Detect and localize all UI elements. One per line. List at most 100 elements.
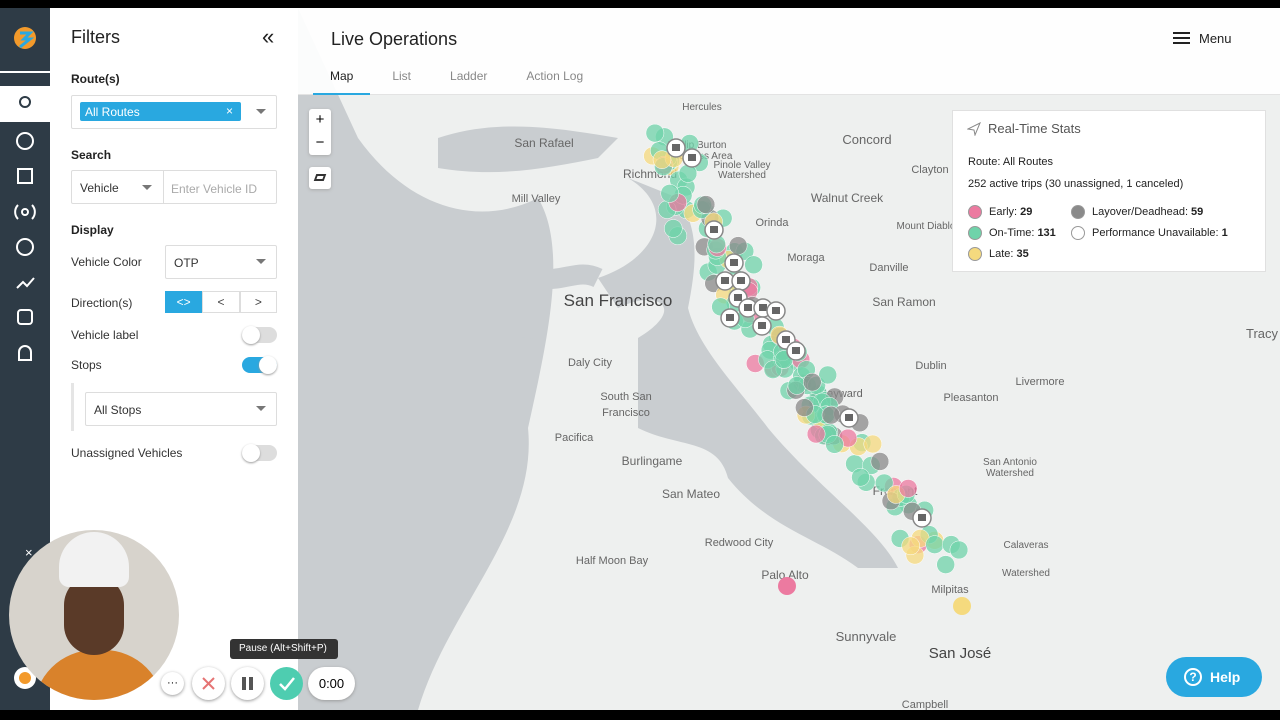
more-button[interactable]: ··· [161,672,184,695]
tab[interactable]: Action Log [526,69,584,83]
direction-button[interactable]: < [202,291,240,313]
tab[interactable]: Map [313,66,371,95]
vehicle [825,435,844,454]
pause-button[interactable] [231,667,264,700]
tab[interactable]: List [392,69,412,83]
map-label: Tracy [1246,326,1279,341]
tooltip: Pause (Alt+Shift+P) [230,639,338,659]
chip-text: All Routes [85,105,140,119]
search-type[interactable]: Vehicle [80,181,119,195]
map-label: Pinole Valley [713,160,770,171]
vehicle-group-icon [672,144,680,151]
legend-item: Early: 29 [968,205,1032,219]
stops-select[interactable]: All Stops [85,392,277,426]
menu-button[interactable]: Menu [1199,31,1232,46]
search-box[interactable]: Vehicle Enter Vehicle ID [71,170,277,204]
search-input[interactable]: Enter Vehicle ID [171,182,258,196]
zoom-in[interactable]: + [315,111,325,128]
display-label: Display [71,223,114,237]
collapse-button[interactable]: « [262,24,275,49]
vehicle-label-toggle[interactable] [242,326,277,344]
vehicle-group-icon [772,307,780,314]
help-icon: ? [1184,668,1202,686]
help-label: Help [1210,669,1241,685]
vehicle-group-icon [744,304,752,311]
map-label: San Rafael [514,136,573,150]
tabs: Map List Ladder Action Log [313,66,605,95]
vehicle-group-icon [758,322,766,329]
map-label: Watershed [986,468,1034,479]
map-label: Dublin [915,360,946,372]
stats-route: Route: All Routes [968,156,1053,168]
map-label: Calaveras [1003,540,1048,551]
vehicle-color-select[interactable]: OTP [165,245,277,279]
legend-item: Late: 35 [968,247,1029,261]
vehicle-group-icon [688,154,696,161]
legend-item: Performance Unavailable: 1 [1071,226,1228,240]
legend-value: 131 [1037,227,1056,239]
vehicle-group-icon [734,294,742,301]
vehicle [874,473,894,493]
map-label: San Antonio [983,457,1037,468]
map-label: Walnut Creek [811,191,884,205]
nav-icons [0,27,50,689]
vehicle [778,577,796,595]
direction-button[interactable]: <> [165,291,203,313]
route-select[interactable]: All Routes × [71,95,277,129]
direction-button[interactable]: > [239,291,277,313]
filters-title: Filters [71,27,120,47]
vehicle-color-label: Vehicle Color [71,255,142,269]
finish-button[interactable] [270,667,303,700]
vehicle [803,372,822,392]
stats-title: Real-Time Stats [988,121,1081,136]
vehicle-group-icon [845,414,853,421]
app: Filters « Route(s) All Routes × Search V… [0,8,1280,710]
vehicle-color-value: OTP [174,256,199,270]
vehicle-group-icon [792,347,800,354]
vehicle [936,555,955,574]
legend-dot [968,205,982,219]
legend-item: Layover/Deadhead: 59 [1071,205,1203,219]
help-button[interactable]: ? Help [1166,657,1262,697]
route-label: Route(s) [71,72,120,86]
map-label: Livermore [1016,376,1065,388]
legend-dot [1071,226,1085,240]
map-label: Pacifica [555,432,594,444]
vehicle [925,535,944,554]
header: Live Operations Menu Map List Ladder Action… [298,8,1280,95]
map-label: Sunnyvale [836,629,897,644]
vehicle-group-icon [737,277,745,284]
map-label: Palo Alto [761,568,809,582]
legend-name: On-Time: [989,227,1035,239]
tab[interactable]: Ladder [450,69,488,83]
stops-toggle[interactable] [242,356,277,374]
map-label: San Francisco [564,291,673,310]
vehicle [795,398,814,417]
legend-value: 1 [1221,227,1228,239]
map-label: San José [929,645,992,662]
legend-name: Late: [989,248,1014,260]
vehicle [821,405,841,425]
legend-dot [968,226,982,240]
unassigned-toggle[interactable] [242,444,277,462]
stops-value: All Stops [94,403,142,417]
vehicle [728,236,748,255]
chip-remove[interactable]: × [225,104,233,118]
vehicle-group-icon [721,277,729,284]
discard-button[interactable] [192,667,225,700]
vehicle-label-label: Vehicle label [71,328,139,342]
vehicle [660,184,680,203]
unassigned-label: Unassigned Vehicles [71,446,183,460]
zoom-controls: + − [309,109,331,155]
map-label: Campbell [902,699,948,710]
map-label: Watershed [718,170,766,181]
zoom-out[interactable]: − [315,134,325,151]
map-label: Mount Diablo [897,221,956,232]
vehicle [645,123,665,143]
legend-name: Layover/Deadhead: [1092,206,1189,218]
map-label: San Ramon [872,295,935,309]
webcam-close[interactable]: × [25,545,33,560]
layers-button[interactable] [309,167,331,189]
legend-dot [1071,205,1085,219]
vehicle-group-icon [726,314,734,321]
